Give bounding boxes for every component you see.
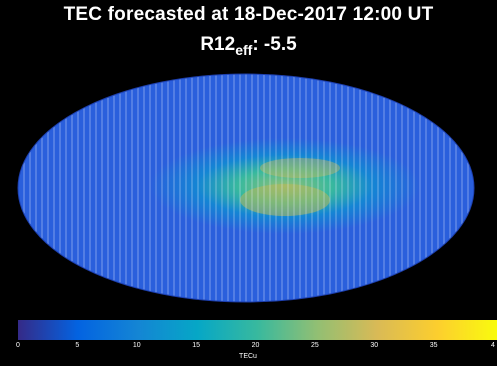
grid-meridians xyxy=(23,74,469,302)
map-title: TEC forecasted at 18-Dec-2017 12:00 UT xyxy=(63,4,434,25)
colorbar-tick-label: 35 xyxy=(429,342,438,349)
colorbar-tick-label: 25 xyxy=(310,342,319,349)
subtitle-prefix: R12 xyxy=(200,34,236,55)
subtitle-suffix: : -5.5 xyxy=(252,34,297,55)
subtitle-subscript: eff xyxy=(235,42,253,58)
colorbar-tick-label: 20 xyxy=(251,342,260,349)
colorbar xyxy=(18,320,497,340)
colorbar-tick-label: 10 xyxy=(132,342,141,349)
colorbar-tick-label: 4 xyxy=(491,342,495,349)
colorbar-tick-label: 0 xyxy=(16,342,20,349)
map-subtitle: R12eff: -5.5 xyxy=(0,34,497,61)
colorbar-unit: TECu xyxy=(239,353,257,360)
colorbar-tick-label: 5 xyxy=(75,342,80,349)
colorbar-tick-label: 30 xyxy=(370,342,379,349)
globe-outline xyxy=(17,73,475,303)
tec-peak xyxy=(240,184,330,216)
globe-layer xyxy=(17,73,475,303)
colorbar-tick-label: 15 xyxy=(192,342,201,349)
